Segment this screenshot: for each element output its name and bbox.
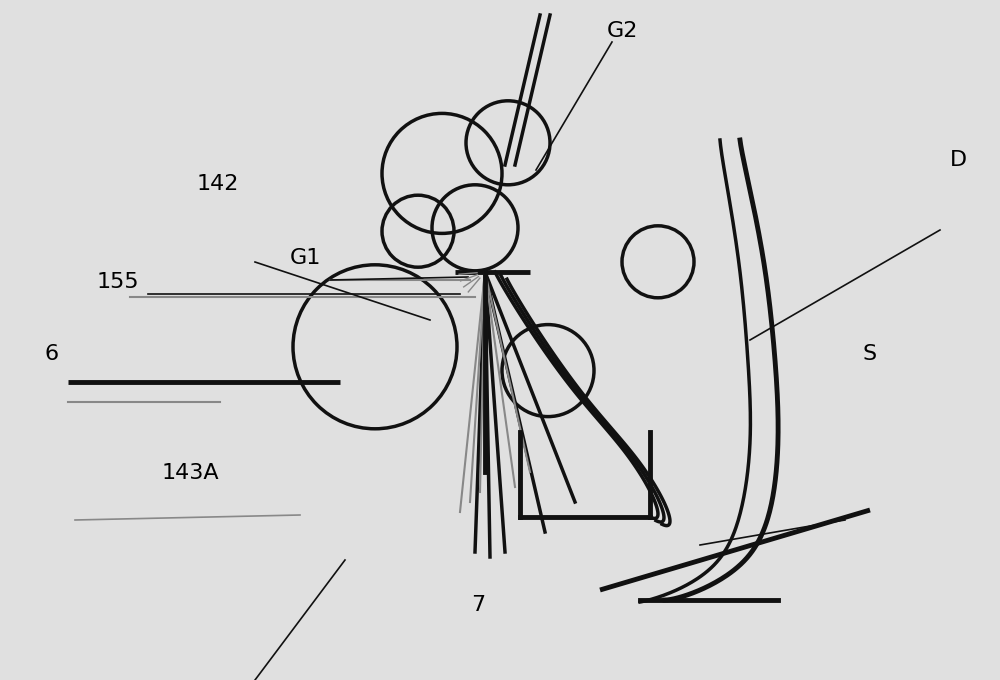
Text: G1: G1 <box>289 248 321 269</box>
Text: 6: 6 <box>45 343 59 364</box>
Text: D: D <box>949 150 967 170</box>
Text: 7: 7 <box>471 595 485 615</box>
Text: G2: G2 <box>606 20 638 41</box>
Text: S: S <box>863 343 877 364</box>
Text: 142: 142 <box>197 173 239 194</box>
Text: 155: 155 <box>97 272 139 292</box>
Text: 143A: 143A <box>161 462 219 483</box>
